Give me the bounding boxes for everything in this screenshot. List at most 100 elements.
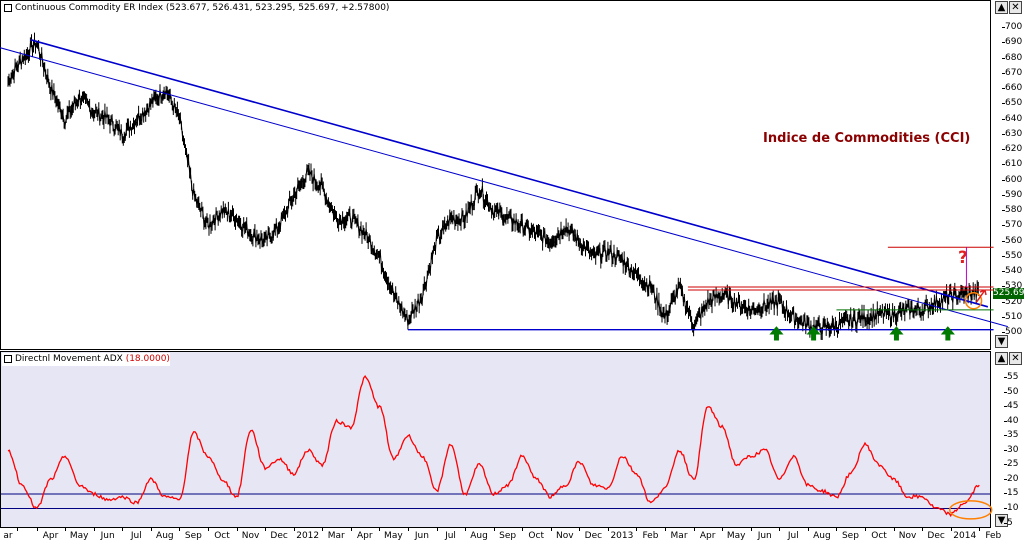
x-tick-label: Apr <box>42 531 59 541</box>
price-y-tick: 590 <box>1001 189 1023 200</box>
price-chart-titlebar: Continuous Commodity ER Index (523.677, … <box>2 2 390 15</box>
trendline-line-1 <box>0 47 1008 328</box>
last-price-badge: 525.69 <box>993 288 1024 300</box>
price-y-tick: 670 <box>1001 67 1023 78</box>
chart-annotation: Indice de Commodities (CCI) <box>763 131 971 146</box>
x-tick-label: Apr <box>357 531 373 541</box>
x-tick-label: Nov <box>898 531 917 541</box>
adx-y-tick: 15 <box>1003 488 1019 499</box>
price-series-line <box>7 38 979 335</box>
scroll-up-button[interactable]: ▲ <box>995 1 1008 14</box>
x-tick-label: Jun <box>414 531 429 541</box>
x-tick-label: Aug <box>813 531 831 541</box>
x-tick-mark <box>693 528 695 531</box>
close-icon: ✕ <box>1011 2 1020 13</box>
price-y-tick: 700 <box>1001 22 1023 33</box>
x-tick-mark <box>436 528 438 531</box>
price-y-tick: 550 <box>1001 250 1023 261</box>
x-tick-mark <box>922 528 924 531</box>
adx-y-tick: 10 <box>1003 502 1019 513</box>
x-tick-label: Oct <box>528 531 544 541</box>
up-arrow-icon-0 <box>769 326 784 341</box>
x-tick-mark <box>893 528 895 531</box>
x-tick-label: Oct <box>871 531 887 541</box>
price-y-tick: 560 <box>1001 235 1023 246</box>
price-y-tick: 570 <box>1001 220 1023 231</box>
close-pane-button[interactable]: ✕ <box>1009 1 1022 14</box>
x-tick-label: ar <box>3 531 13 541</box>
x-tick-mark <box>65 528 67 531</box>
x-tick-mark <box>665 528 667 531</box>
x-tick-mark <box>865 528 867 531</box>
x-tick-mark <box>350 528 352 531</box>
x-tick-label: 2013 <box>610 531 634 541</box>
x-tick-label: 2012 <box>296 531 320 541</box>
x-tick-label: Oct <box>214 531 230 541</box>
x-tick-label: Feb <box>985 531 1002 541</box>
price-ohlc-bars <box>7 32 979 340</box>
adx-scroll-up-button[interactable]: ▲ <box>995 352 1008 365</box>
x-tick-mark <box>493 528 495 531</box>
x-tick-mark <box>207 528 209 531</box>
adx-chart-titlebar: Directnl Movement ADX (18.0000) <box>2 353 170 366</box>
x-tick-label: May <box>726 531 746 541</box>
adx-y-tick: 20 <box>1003 473 1019 484</box>
scroll-down-button[interactable]: ▼ <box>995 335 1008 348</box>
price-y-tick: 600 <box>1001 174 1023 185</box>
x-tick-mark <box>550 528 552 531</box>
adx-chart-title: Directnl Movement ADX <box>15 354 123 364</box>
price-y-tick: 660 <box>1001 83 1023 94</box>
adx-y-tick: 55 <box>1003 372 1019 383</box>
x-tick-mark <box>407 528 409 531</box>
x-tick-label: Nov <box>555 531 574 541</box>
adx-series-line <box>7 374 980 518</box>
x-tick-label: May <box>69 531 89 541</box>
adx-y-tick: 40 <box>1003 415 1019 426</box>
close-adx-pane-button[interactable]: ✕ <box>1009 352 1022 365</box>
price-chart-pane[interactable]: Continuous Commodity ER Index (523.677, … <box>0 0 991 350</box>
x-tick-label: Jul <box>130 531 142 541</box>
x-tick-mark <box>265 528 267 531</box>
price-y-tick: 630 <box>1001 128 1023 139</box>
triangle-down-icon: ▼ <box>997 336 1006 347</box>
price-y-tick: 620 <box>1001 144 1023 155</box>
x-tick-mark <box>779 528 781 531</box>
x-tick-label: May <box>384 531 403 541</box>
x-tick-label: Dec <box>584 531 603 541</box>
up-arrow-icon-3 <box>940 326 955 341</box>
triangle-up-icon: ▲ <box>997 2 1006 13</box>
x-tick-mark <box>836 528 838 531</box>
trendline-line-0 <box>30 39 989 308</box>
x-tick-mark <box>36 528 38 531</box>
x-tick-mark <box>722 528 724 531</box>
x-tick-mark <box>16 528 18 531</box>
x-tick-label: Jul <box>787 531 799 541</box>
adx-y-tick: 5 <box>1004 517 1013 528</box>
x-tick-label: Nov <box>241 531 260 541</box>
x-tick-mark <box>522 528 524 531</box>
x-tick-label: Apr <box>699 531 716 541</box>
x-tick-label: Dec <box>270 531 288 541</box>
x-tick-mark <box>579 528 581 531</box>
x-tick-mark <box>150 528 152 531</box>
adx-chart-pane[interactable]: Directnl Movement ADX (18.0000) <box>0 351 991 528</box>
pane-menu-icon[interactable] <box>4 3 12 12</box>
x-tick-mark <box>122 528 124 531</box>
price-y-tick: 610 <box>1001 159 1023 170</box>
x-tick-mark <box>607 528 609 531</box>
x-tick-mark <box>950 528 952 531</box>
x-tick-mark <box>979 528 981 531</box>
x-tick-label: Jun <box>100 531 115 541</box>
x-tick-label: Dec <box>927 531 945 541</box>
price-y-tick: 500 <box>1001 327 1023 338</box>
pane-menu-icon[interactable] <box>4 354 12 363</box>
price-y-tick: 680 <box>1001 52 1023 63</box>
adx-scroll-down-button[interactable]: ▼ <box>995 514 1008 527</box>
x-tick-mark <box>636 528 638 531</box>
breakout-circle <box>964 291 983 310</box>
price-chart-ohlc: (523.677, 526.431, 523.295, 525.697, +2.… <box>165 3 390 13</box>
x-tick-mark <box>750 528 752 531</box>
price-y-tick: 640 <box>1001 113 1023 124</box>
x-tick-mark <box>379 528 381 531</box>
triangle-up-icon: ▲ <box>997 353 1006 364</box>
